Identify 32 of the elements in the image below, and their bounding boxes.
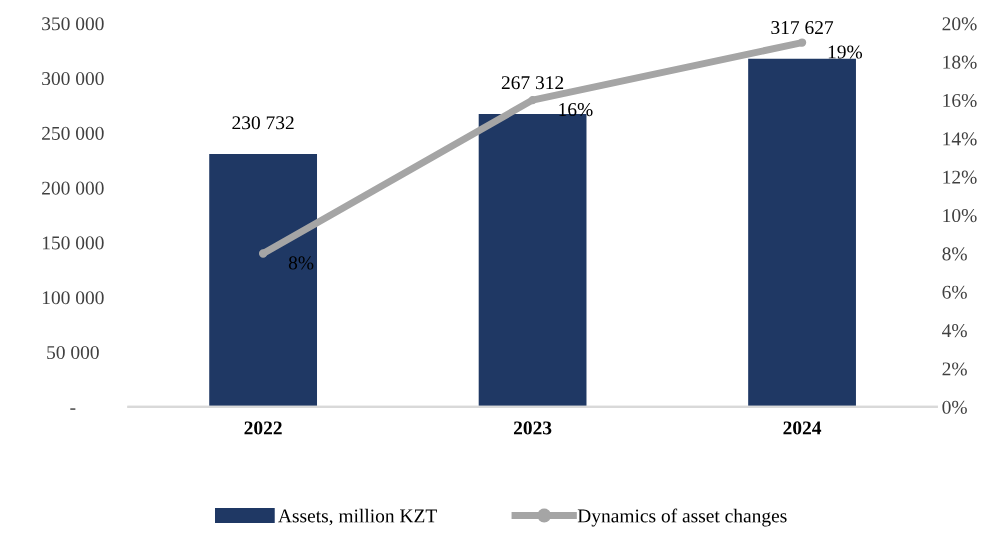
y2-tick-label: 12% — [943, 170, 977, 184]
legend-label: Assets, million KZT — [278, 508, 437, 526]
y-tick-label: 100 000 — [42, 291, 104, 305]
y-tick-label: 250 000 — [42, 126, 104, 140]
y-tick-label: 350 000 — [42, 17, 104, 31]
data-label: 8% — [288, 256, 314, 270]
x-tick-label: 2024 — [783, 421, 822, 435]
y-tick-label: - — [70, 408, 76, 410]
point — [528, 95, 537, 105]
y-tick-label: 200 000 — [42, 181, 104, 195]
data-label: 19% — [828, 45, 863, 59]
y2-tick-label: 2% — [942, 362, 967, 376]
y2-tick-label: 6% — [942, 285, 967, 299]
legend-label: Dynamics of asset changes — [577, 508, 787, 527]
y-tick-label: 150 000 — [42, 236, 104, 250]
y2-tick-label: 20% — [942, 17, 977, 31]
y2-tick-label: 8% — [942, 247, 967, 261]
x-tick-label: 2023 — [513, 421, 552, 435]
data-label: 16% — [559, 102, 593, 117]
data-label: 230 732 — [232, 116, 294, 130]
y2-tick-label: 0% — [942, 400, 967, 414]
y2-tick-label: 16% — [943, 93, 977, 108]
y2-tick-label: 10% — [943, 208, 977, 223]
y-tick-label: 300 000 — [42, 72, 104, 86]
data-label: 317 627 — [771, 21, 834, 35]
x-tick-label: 2022 — [244, 421, 282, 435]
y-tick-label: 50 000 — [47, 345, 99, 360]
y2-tick-label: 4% — [942, 324, 967, 338]
point — [258, 249, 268, 258]
y2-tick-label: 18% — [943, 55, 977, 69]
y2-tick-label: 14% — [943, 132, 977, 146]
data-label: 267 312 — [501, 76, 564, 90]
